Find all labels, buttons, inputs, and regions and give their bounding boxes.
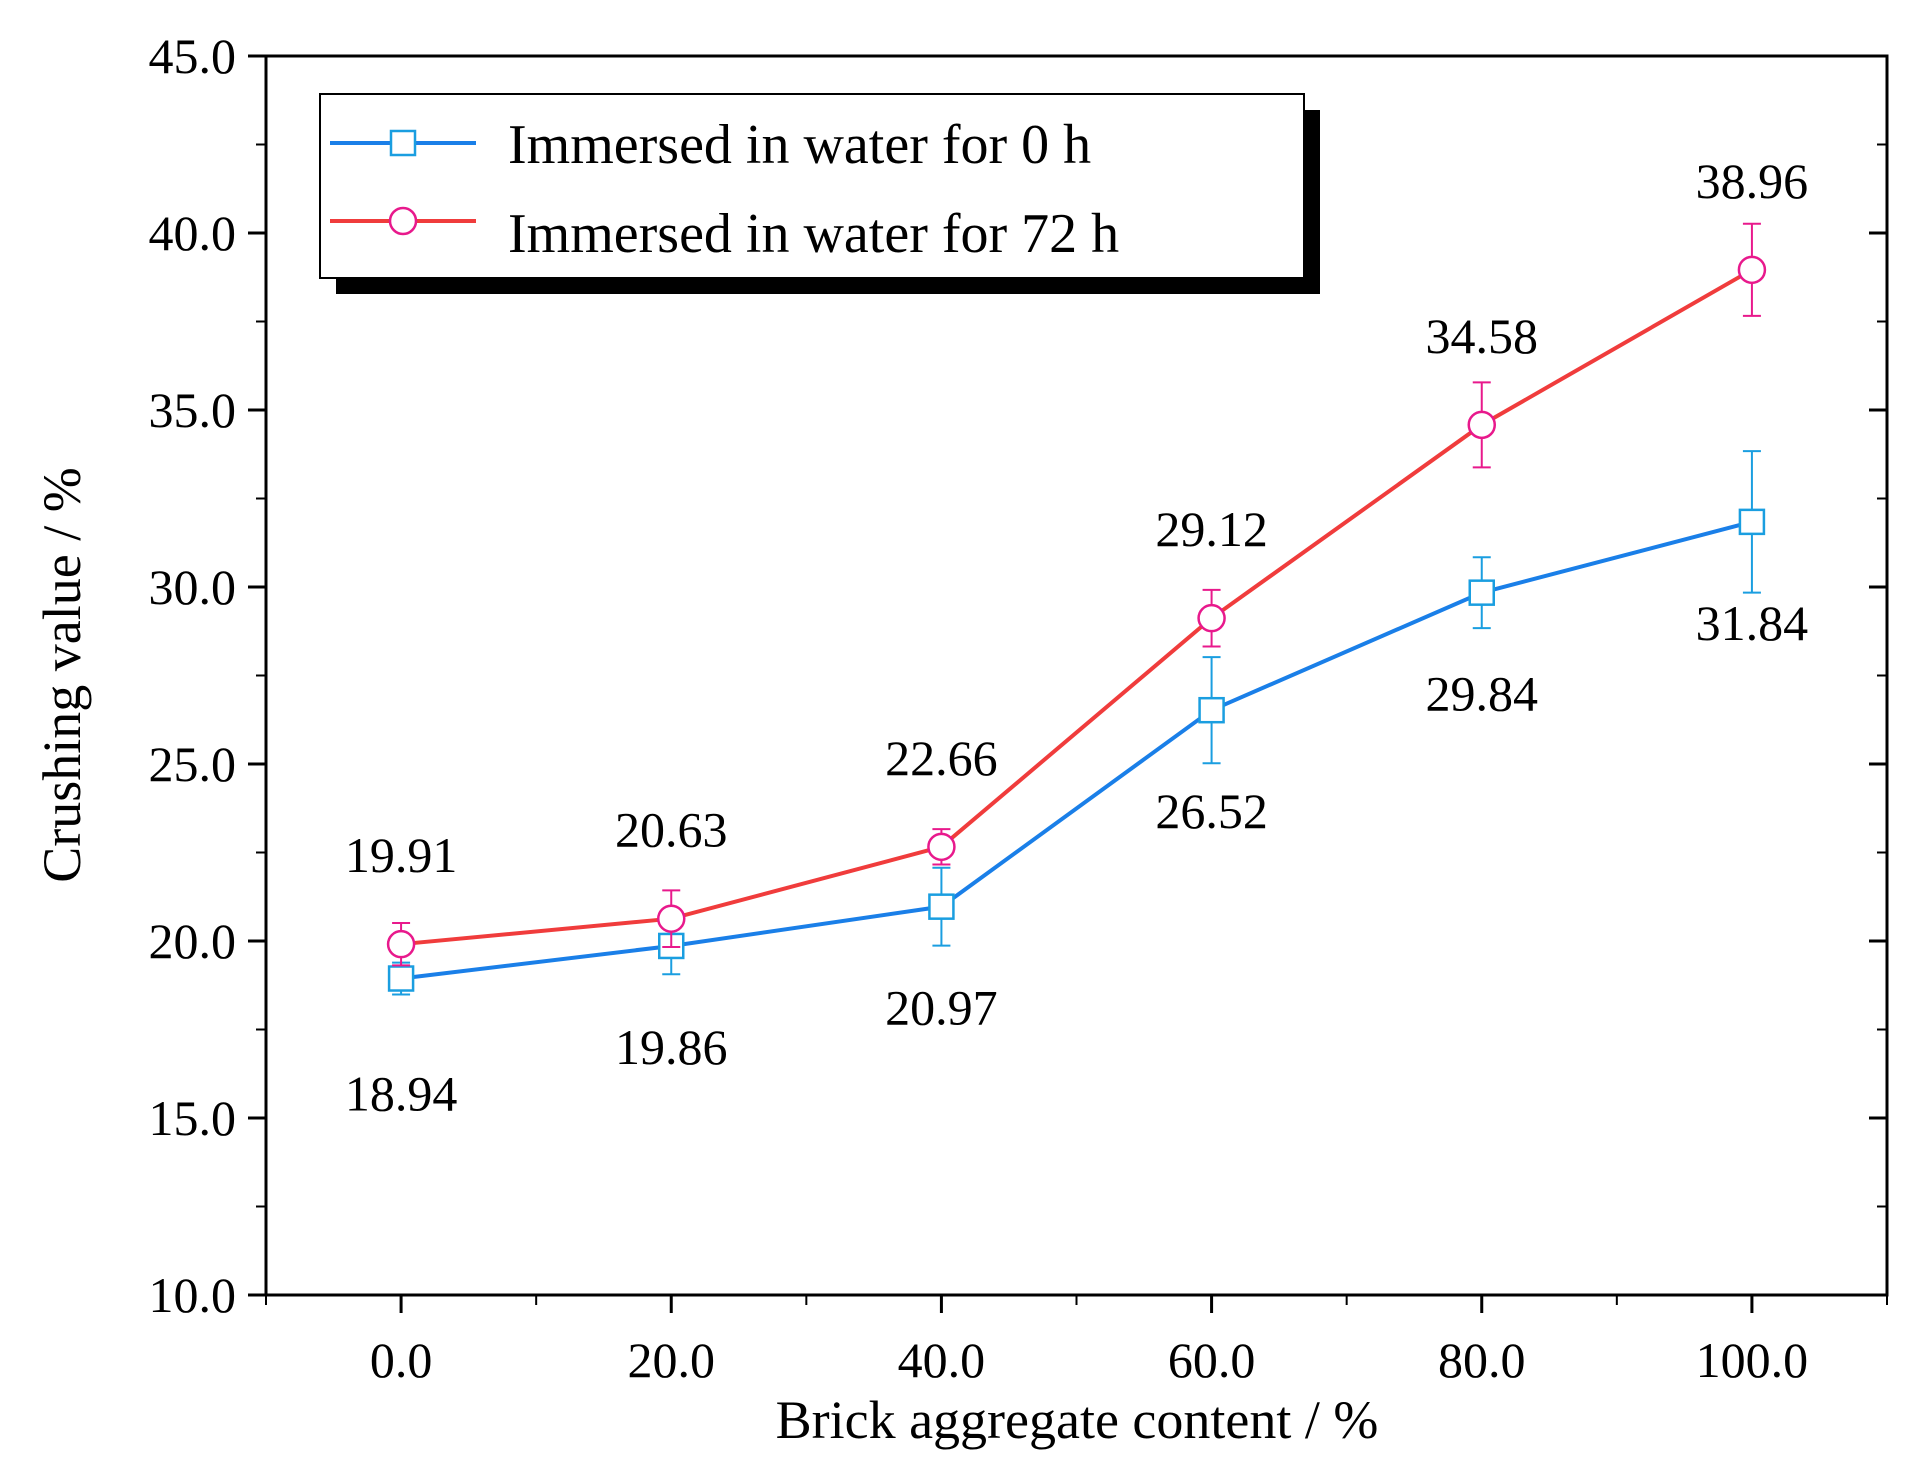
series-0-point-3 [1198, 696, 1225, 724]
series-0-data-label-3: 26.52 [1155, 783, 1268, 839]
series-1-point-4 [1467, 410, 1496, 440]
series-1-point-0 [386, 929, 416, 959]
y-axis-label: Crushing value / % [32, 467, 92, 882]
x-tick-label-4: 80.0 [1438, 1332, 1526, 1388]
y-tick-label-5: 35.0 [149, 382, 237, 438]
series-0-data-label-0: 18.94 [345, 1066, 458, 1122]
x-tick-label-5: 100.0 [1696, 1332, 1809, 1388]
series-1-data-label-0: 19.91 [345, 827, 458, 883]
legend: Immersed in water for 0 h Immersed in wa… [319, 93, 1320, 294]
y-tick-label-6: 40.0 [149, 205, 237, 261]
series-1-data-label-5: 38.96 [1696, 153, 1809, 209]
series-1-line [400, 268, 1753, 947]
y-tick-label-0: 10.0 [149, 1267, 237, 1323]
series-0-line [400, 519, 1753, 981]
series-0-data-label-1: 19.86 [615, 1019, 728, 1075]
series-1-point-5 [1737, 255, 1767, 285]
series-1-point-3 [1197, 603, 1226, 633]
series-1-data-label-2: 22.66 [885, 730, 998, 786]
legend-entry-1-marker [388, 206, 418, 236]
plot-area: 0.0 20.0 40.0 60.0 80.0 100.0 10.0 15.0 20.0 25.0… [149, 28, 1889, 1388]
series-0-data-label-5: 31.84 [1696, 595, 1809, 651]
series-1-point-2 [927, 832, 956, 862]
x-tick-label-1: 20.0 [628, 1332, 716, 1388]
series-1-point-1 [657, 904, 686, 933]
y-tick-label-3: 25.0 [149, 736, 237, 792]
y-tick-label-1: 15.0 [149, 1090, 237, 1146]
x-tick-label-2: 40.0 [898, 1332, 986, 1388]
y-tick-label-7: 45.0 [149, 28, 237, 84]
series-layer [386, 222, 1767, 996]
series-1-data-label-4: 34.58 [1426, 308, 1539, 364]
x-tick-label-3: 60.0 [1168, 1332, 1256, 1388]
legend-entry-0-marker [389, 129, 417, 157]
series-0-point-0 [387, 965, 415, 992]
series-0-data-label-2: 20.97 [885, 980, 998, 1036]
series-0-point-5 [1738, 508, 1766, 536]
y-tick-label-2: 20.0 [149, 913, 237, 969]
series-1-data-label-1: 20.63 [615, 802, 728, 858]
series-0-point-2 [928, 893, 955, 920]
series-0-data-label-4: 29.84 [1426, 666, 1539, 722]
x-axis-label: Brick aggregate content / % [776, 1390, 1379, 1450]
legend-entry-1-label: Immersed in water for 72 h [508, 203, 1119, 265]
series-1-data-label-3: 29.12 [1155, 501, 1268, 557]
series-0-point-4 [1468, 579, 1495, 606]
data-labels: 18.94 19.86 20.97 26.52 29.84 31.84 19.91 20.63… [345, 153, 1808, 1122]
legend-entry-0-label: Immersed in water for 0 h [508, 114, 1091, 176]
legend-box [319, 93, 1305, 279]
x-tick-label-0: 0.0 [370, 1332, 433, 1388]
y-tick-label-4: 30.0 [149, 559, 237, 615]
